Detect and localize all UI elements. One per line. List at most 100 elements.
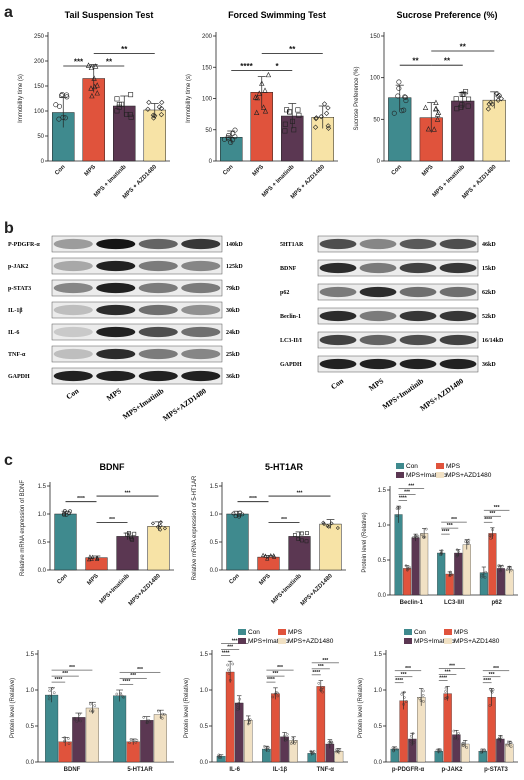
data-point xyxy=(63,739,67,742)
data-point xyxy=(79,719,83,723)
data-point xyxy=(480,573,483,577)
data-point xyxy=(284,107,290,113)
data-point xyxy=(483,576,487,579)
data-point xyxy=(63,736,66,739)
y-tick-label: 100 xyxy=(370,76,381,82)
blot-strip xyxy=(51,257,223,275)
legend-label: MPS+Imatinib xyxy=(406,472,447,479)
y-tick-label: 50 xyxy=(373,117,380,123)
data-point xyxy=(61,512,66,517)
blot-band xyxy=(399,310,437,322)
bar xyxy=(420,533,429,596)
data-point xyxy=(404,700,408,703)
bar xyxy=(126,741,140,763)
blot-strip xyxy=(51,367,223,385)
blot-band xyxy=(359,334,397,346)
data-point xyxy=(420,533,424,537)
blot-strip xyxy=(317,355,479,373)
data-point xyxy=(454,106,460,112)
data-point xyxy=(391,110,397,116)
blot-band xyxy=(181,238,221,250)
data-point xyxy=(309,749,313,753)
y-tick-label: 0 xyxy=(41,159,45,165)
data-point xyxy=(260,552,266,557)
x-tick-label: MPS+AZD1480 xyxy=(300,573,335,608)
data-point xyxy=(444,690,447,693)
y-tick-label: 50 xyxy=(205,128,212,134)
data-point xyxy=(412,536,415,539)
panel-label-c: c xyxy=(4,452,13,469)
significance-label: *** xyxy=(489,511,495,517)
y-tick-label: 1.5 xyxy=(378,488,387,494)
data-point xyxy=(409,740,413,743)
data-point xyxy=(422,536,426,539)
data-point xyxy=(401,107,407,113)
data-point xyxy=(396,506,400,510)
significance-label: *** xyxy=(281,517,287,523)
data-point xyxy=(158,111,165,118)
significance-label: *** xyxy=(227,644,233,650)
x-tick-label: MPS xyxy=(258,573,271,586)
western-blot-left: P-PDGFR-α 140kD p-JAK2 125kD p-STAT3 79kD IL-1… xyxy=(8,235,243,423)
data-point xyxy=(422,104,429,110)
y-tick-label: 0.5 xyxy=(210,540,219,546)
legend-label: MPS+AZD1480 xyxy=(454,638,500,645)
significance-label: *** xyxy=(297,491,303,497)
x-tick-label: Con xyxy=(54,164,67,177)
data-point xyxy=(454,736,457,740)
significance-label: *** xyxy=(401,672,407,678)
data-point xyxy=(295,107,301,113)
significance-label: *** xyxy=(449,664,455,670)
data-point xyxy=(64,94,70,100)
y-tick-label: 0.5 xyxy=(200,724,209,730)
bar xyxy=(54,513,77,571)
data-point xyxy=(329,521,334,526)
data-point xyxy=(78,712,81,716)
data-point xyxy=(433,105,439,111)
data-point xyxy=(236,706,239,709)
data-point xyxy=(93,704,97,707)
data-point xyxy=(488,100,494,106)
blot-band xyxy=(96,282,136,294)
data-point xyxy=(90,554,95,559)
blot-band xyxy=(138,260,178,272)
data-point xyxy=(271,695,275,699)
data-point xyxy=(53,102,59,108)
data-point xyxy=(484,570,488,574)
bar xyxy=(319,523,342,571)
data-point xyxy=(459,102,465,108)
blot-band xyxy=(96,348,136,360)
legend-swatch xyxy=(278,629,286,635)
bar xyxy=(45,694,59,763)
x-tick-label: MPS+AZD1480 xyxy=(128,573,163,608)
y-tick-label: 0.0 xyxy=(38,568,47,574)
data-point xyxy=(147,718,150,722)
blot-band xyxy=(96,238,136,250)
bar xyxy=(487,697,496,763)
blot-band xyxy=(138,238,178,250)
blot-row-label: p62 xyxy=(280,290,289,296)
significance-label: **** xyxy=(123,679,131,685)
x-tick-label: p-PDGFR-α xyxy=(392,767,425,773)
data-point xyxy=(423,535,427,539)
data-point xyxy=(67,511,72,516)
chart-title: 5-HT1AR xyxy=(265,462,304,472)
y-tick-label: 150 xyxy=(370,34,381,40)
data-point xyxy=(73,718,77,721)
data-point xyxy=(410,743,414,746)
data-point xyxy=(400,692,404,696)
y-tick-label: 1.5 xyxy=(210,484,219,490)
data-point xyxy=(325,123,331,129)
data-point xyxy=(88,85,94,91)
significance-label: *** xyxy=(130,673,136,679)
data-point xyxy=(457,550,460,553)
x-tick-label: MPS xyxy=(84,164,97,177)
x-tick-label: BDNF xyxy=(64,767,81,773)
data-point xyxy=(321,520,326,525)
significance-label: *** xyxy=(322,658,328,664)
data-point xyxy=(48,694,51,698)
y-tick-label: 150 xyxy=(202,65,213,71)
y-tick-label: 0.0 xyxy=(26,760,35,766)
data-point xyxy=(335,749,339,753)
data-point xyxy=(128,92,134,98)
